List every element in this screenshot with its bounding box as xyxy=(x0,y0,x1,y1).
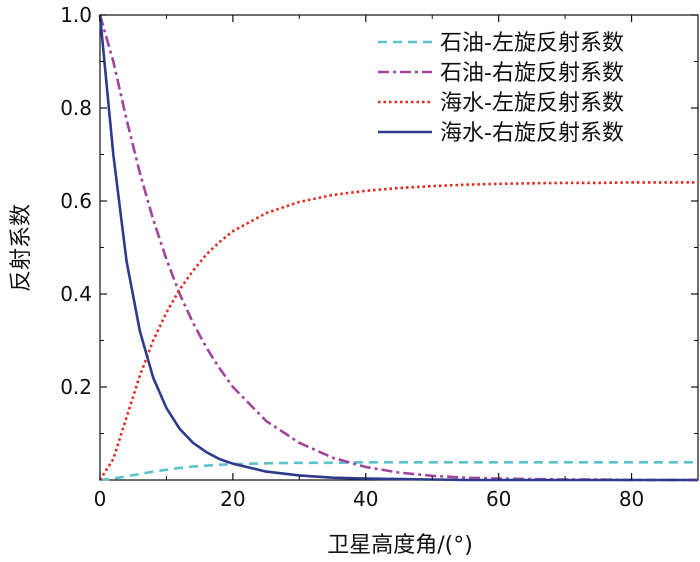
x-axis-title: 卫星高度角/(°) xyxy=(327,533,473,558)
axes-layer: 0 20 40 60 80 0.2 0.4 0.6 0.8 1.0 xyxy=(60,3,698,511)
legend-label-1: 石油-左旋反射系数 xyxy=(440,31,624,56)
x-tick-label: 20 xyxy=(220,487,245,511)
y-tick-label: 0.6 xyxy=(60,189,92,213)
y-tick-label: 0.8 xyxy=(60,96,92,120)
y-tick-label: 0.4 xyxy=(60,282,92,306)
x-tick-label: 80 xyxy=(619,487,644,511)
x-tick-label: 0 xyxy=(94,487,107,511)
y-tick-label: 1.0 xyxy=(60,3,92,27)
y-axis-title: 反射系数 xyxy=(9,204,34,292)
series-line-1 xyxy=(99,460,698,482)
series-line-3 xyxy=(98,181,698,481)
legend-label-3: 海水-左旋反射系数 xyxy=(440,91,624,116)
legend-label-4: 海水-右旋反射系数 xyxy=(440,121,624,146)
legend-label-2: 石油-右旋反射系数 xyxy=(440,61,624,86)
y-tick-label: 0.2 xyxy=(60,375,92,399)
x-tick-label: 60 xyxy=(486,487,511,511)
x-tick-label: 40 xyxy=(353,487,378,511)
